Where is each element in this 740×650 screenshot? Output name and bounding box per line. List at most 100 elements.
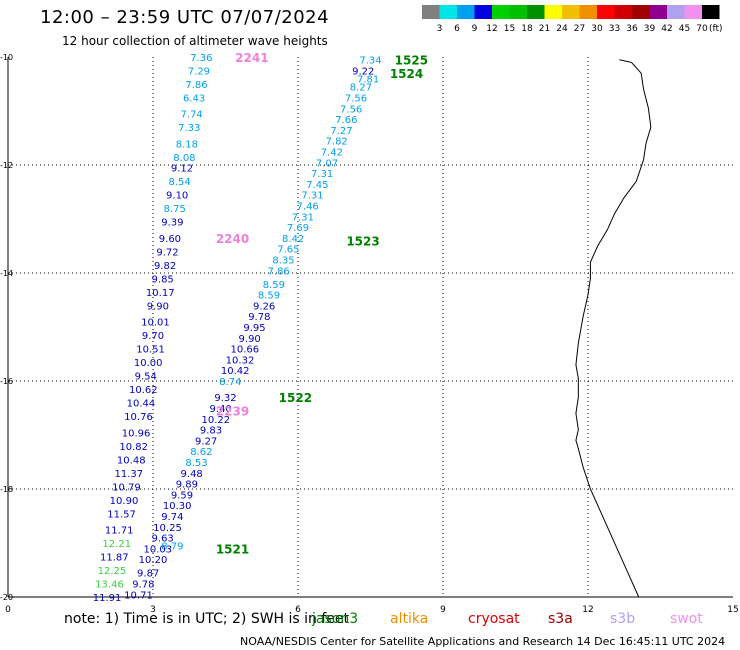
y-tick-label: -16 <box>0 377 13 386</box>
wave-height-value: 7.31 <box>292 212 314 223</box>
wave-height-value: 10.25 <box>153 523 182 534</box>
wave-height-value: 9.95 <box>243 323 265 334</box>
wave-height-value: 9.54 <box>135 372 157 383</box>
wave-height-value: 10.01 <box>141 318 170 329</box>
wave-height-value: 11.87 <box>100 553 129 564</box>
y-tick-label: -20 <box>0 593 13 602</box>
legend-swatch <box>457 5 475 19</box>
wave-height-value: 9.89 <box>176 480 198 491</box>
x-tick-label: 12 <box>582 605 593 615</box>
wave-height-value: 10.03 <box>144 544 173 555</box>
wave-height-value: 10.48 <box>117 455 146 466</box>
wave-height-value: 9.22 <box>352 67 374 78</box>
legend-swatch <box>439 5 457 19</box>
wave-height-value: 10.76 <box>124 412 153 423</box>
legend-tick-label: 21 <box>539 24 550 34</box>
pass-time-label: 1525 <box>395 54 428 68</box>
satellite-legend-s3b: s3b <box>610 611 636 627</box>
wave-height-value: 9.27 <box>195 436 217 447</box>
chart-title: 12:00 – 23:59 UTC 07/07/2024 <box>40 7 330 28</box>
pass-time-label: 1521 <box>216 542 249 556</box>
satellite-legend-jason3: jason3 <box>312 611 359 627</box>
wave-height-value: 9.26 <box>253 301 275 312</box>
wave-height-value: 10.71 <box>124 590 153 601</box>
legend-swatch <box>579 5 597 19</box>
wave-height-value: 8.27 <box>350 83 372 94</box>
wave-height-value: 13.46 <box>95 580 124 591</box>
wave-height-value: 8.59 <box>263 280 285 291</box>
wave-height-value: 7.27 <box>330 126 352 137</box>
wave-height-value: 9.78 <box>248 312 270 323</box>
wave-height-value: 9.39 <box>161 218 183 229</box>
legend-swatch <box>422 5 440 19</box>
wave-height-value: 8.54 <box>168 177 190 188</box>
legend-swatch <box>597 5 615 19</box>
wave-height-value: 8.74 <box>219 377 241 388</box>
legend-tick-label: 15 <box>504 24 515 34</box>
wave-height-value: 9.72 <box>156 247 178 258</box>
wave-height-value: 9.90 <box>147 301 169 312</box>
legend-swatch <box>667 5 685 19</box>
legend-tick-label: 24 <box>556 24 568 34</box>
wave-height-value: 7.34 <box>359 56 381 67</box>
y-tick-label: -10 <box>0 53 13 62</box>
wave-height-value: 6.43 <box>183 94 205 105</box>
wave-height-value: 7.29 <box>188 67 210 78</box>
wave-height-value: 8.42 <box>282 234 304 245</box>
pass-time-label: 1523 <box>346 235 379 249</box>
wave-height-value: 12.21 <box>102 539 131 550</box>
x-tick-label: 6 <box>295 605 301 615</box>
wave-height-value: 8.59 <box>258 291 280 302</box>
y-tick-label: -14 <box>0 269 13 278</box>
wave-height-value: 9.48 <box>181 469 203 480</box>
pass-time-label: 2241 <box>235 51 268 65</box>
wave-height-value: 8.62 <box>190 447 212 458</box>
wave-height-value: 10.96 <box>122 428 151 439</box>
pass-time-label: 1524 <box>390 67 423 81</box>
legend-swatch <box>474 5 492 19</box>
wave-height-value: 7.86 <box>185 80 207 91</box>
wave-height-value: 12.25 <box>98 566 127 577</box>
wave-height-value: 10.66 <box>231 345 260 356</box>
legend-tick-label: 27 <box>574 24 585 34</box>
y-tick-label: -18 <box>0 485 13 494</box>
wave-height-value: 8.75 <box>164 204 186 215</box>
legend-tick-label: 70 <box>696 24 708 34</box>
wave-height-value: 9.90 <box>239 334 261 345</box>
wave-height-value: 8.18 <box>176 139 198 150</box>
satellite-legend-swot: swot <box>670 611 703 627</box>
pass-time-label: 2240 <box>216 232 249 246</box>
wave-height-value: 7.69 <box>287 223 309 234</box>
legend-unit: (ft) <box>709 24 723 34</box>
legend-tick-label: 3 <box>437 24 443 34</box>
satellite-legend-altika: altika <box>390 611 429 627</box>
wave-height-value: 7.56 <box>345 94 367 105</box>
legend-swatch <box>544 5 562 19</box>
wave-height-value: 9.10 <box>166 191 188 202</box>
legend-tick-label: 33 <box>609 24 620 34</box>
wave-height-value: 10.00 <box>134 358 163 369</box>
legend-tick-label: 45 <box>679 24 690 34</box>
legend-tick-label: 18 <box>521 24 533 34</box>
wave-height-value: 10.62 <box>129 385 158 396</box>
wave-height-value: 10.17 <box>146 288 175 299</box>
legend-swatch <box>614 5 632 19</box>
wave-height-value: 7.31 <box>301 191 323 202</box>
wave-height-value: 7.33 <box>178 123 200 134</box>
wave-height-value: 7.74 <box>181 110 203 121</box>
wave-height-value: 8.53 <box>185 458 207 469</box>
pass-time-label: 1522 <box>279 391 312 405</box>
legend-tick-label: 42 <box>661 24 672 34</box>
legend-tick-label: 6 <box>454 24 460 34</box>
wave-height-value: 9.83 <box>200 426 222 437</box>
wave-height-value: 7.36 <box>190 53 212 64</box>
wave-height-value: 10.44 <box>127 399 156 410</box>
chart-subtitle: 12 hour collection of altimeter wave hei… <box>62 34 328 48</box>
legend-swatch <box>702 5 720 19</box>
color-legend: 3 6 9 12 15 18 21 24 27 30 33 36 39 42 45 70 (ft) <box>422 5 723 34</box>
wave-height-value: 10.42 <box>221 366 250 377</box>
wave-height-value: 7.31 <box>311 169 333 180</box>
wave-height-value: 7.07 <box>316 158 338 169</box>
wave-height-value: 7.56 <box>340 104 362 115</box>
